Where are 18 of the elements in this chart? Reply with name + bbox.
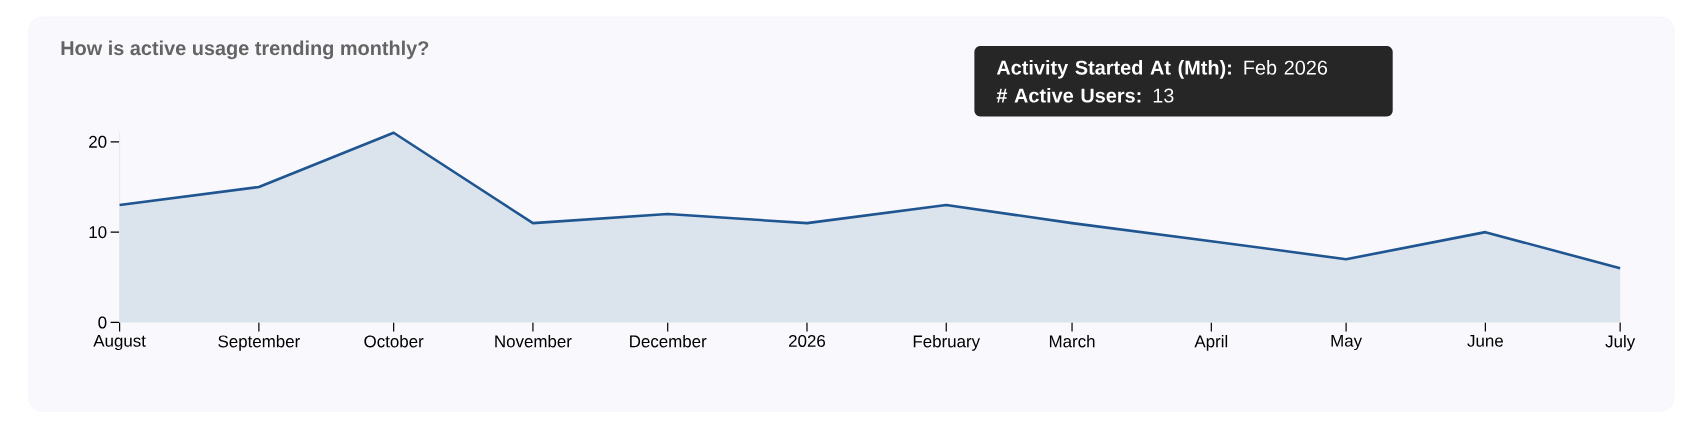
y-tick-label: 0 xyxy=(98,316,107,329)
x-tick-label: August xyxy=(93,334,146,350)
x-tick-label: October xyxy=(364,334,424,348)
x-tick-label: June xyxy=(1467,334,1503,347)
x-tick-label: November xyxy=(495,334,572,348)
y-tick-label: 20 xyxy=(89,135,107,148)
x-tick-label: May xyxy=(1331,334,1363,350)
x-tick-label: March xyxy=(1049,334,1095,348)
chart-title: How is active usage trending monthly? xyxy=(61,40,429,60)
x-tick-label: 2026 xyxy=(789,334,826,347)
text: # Active Users: 13 xyxy=(996,87,1174,103)
x-tick-label: September xyxy=(218,334,300,351)
x-tick-label: December xyxy=(630,334,707,348)
x-tick-label: February xyxy=(913,334,981,351)
x-tick-label: April xyxy=(1194,334,1228,351)
y-tick-label: 10 xyxy=(89,226,107,238)
x-tick-label: July xyxy=(1605,334,1636,351)
text: Activity Started At (Mth): Feb 2026 xyxy=(996,59,1328,79)
